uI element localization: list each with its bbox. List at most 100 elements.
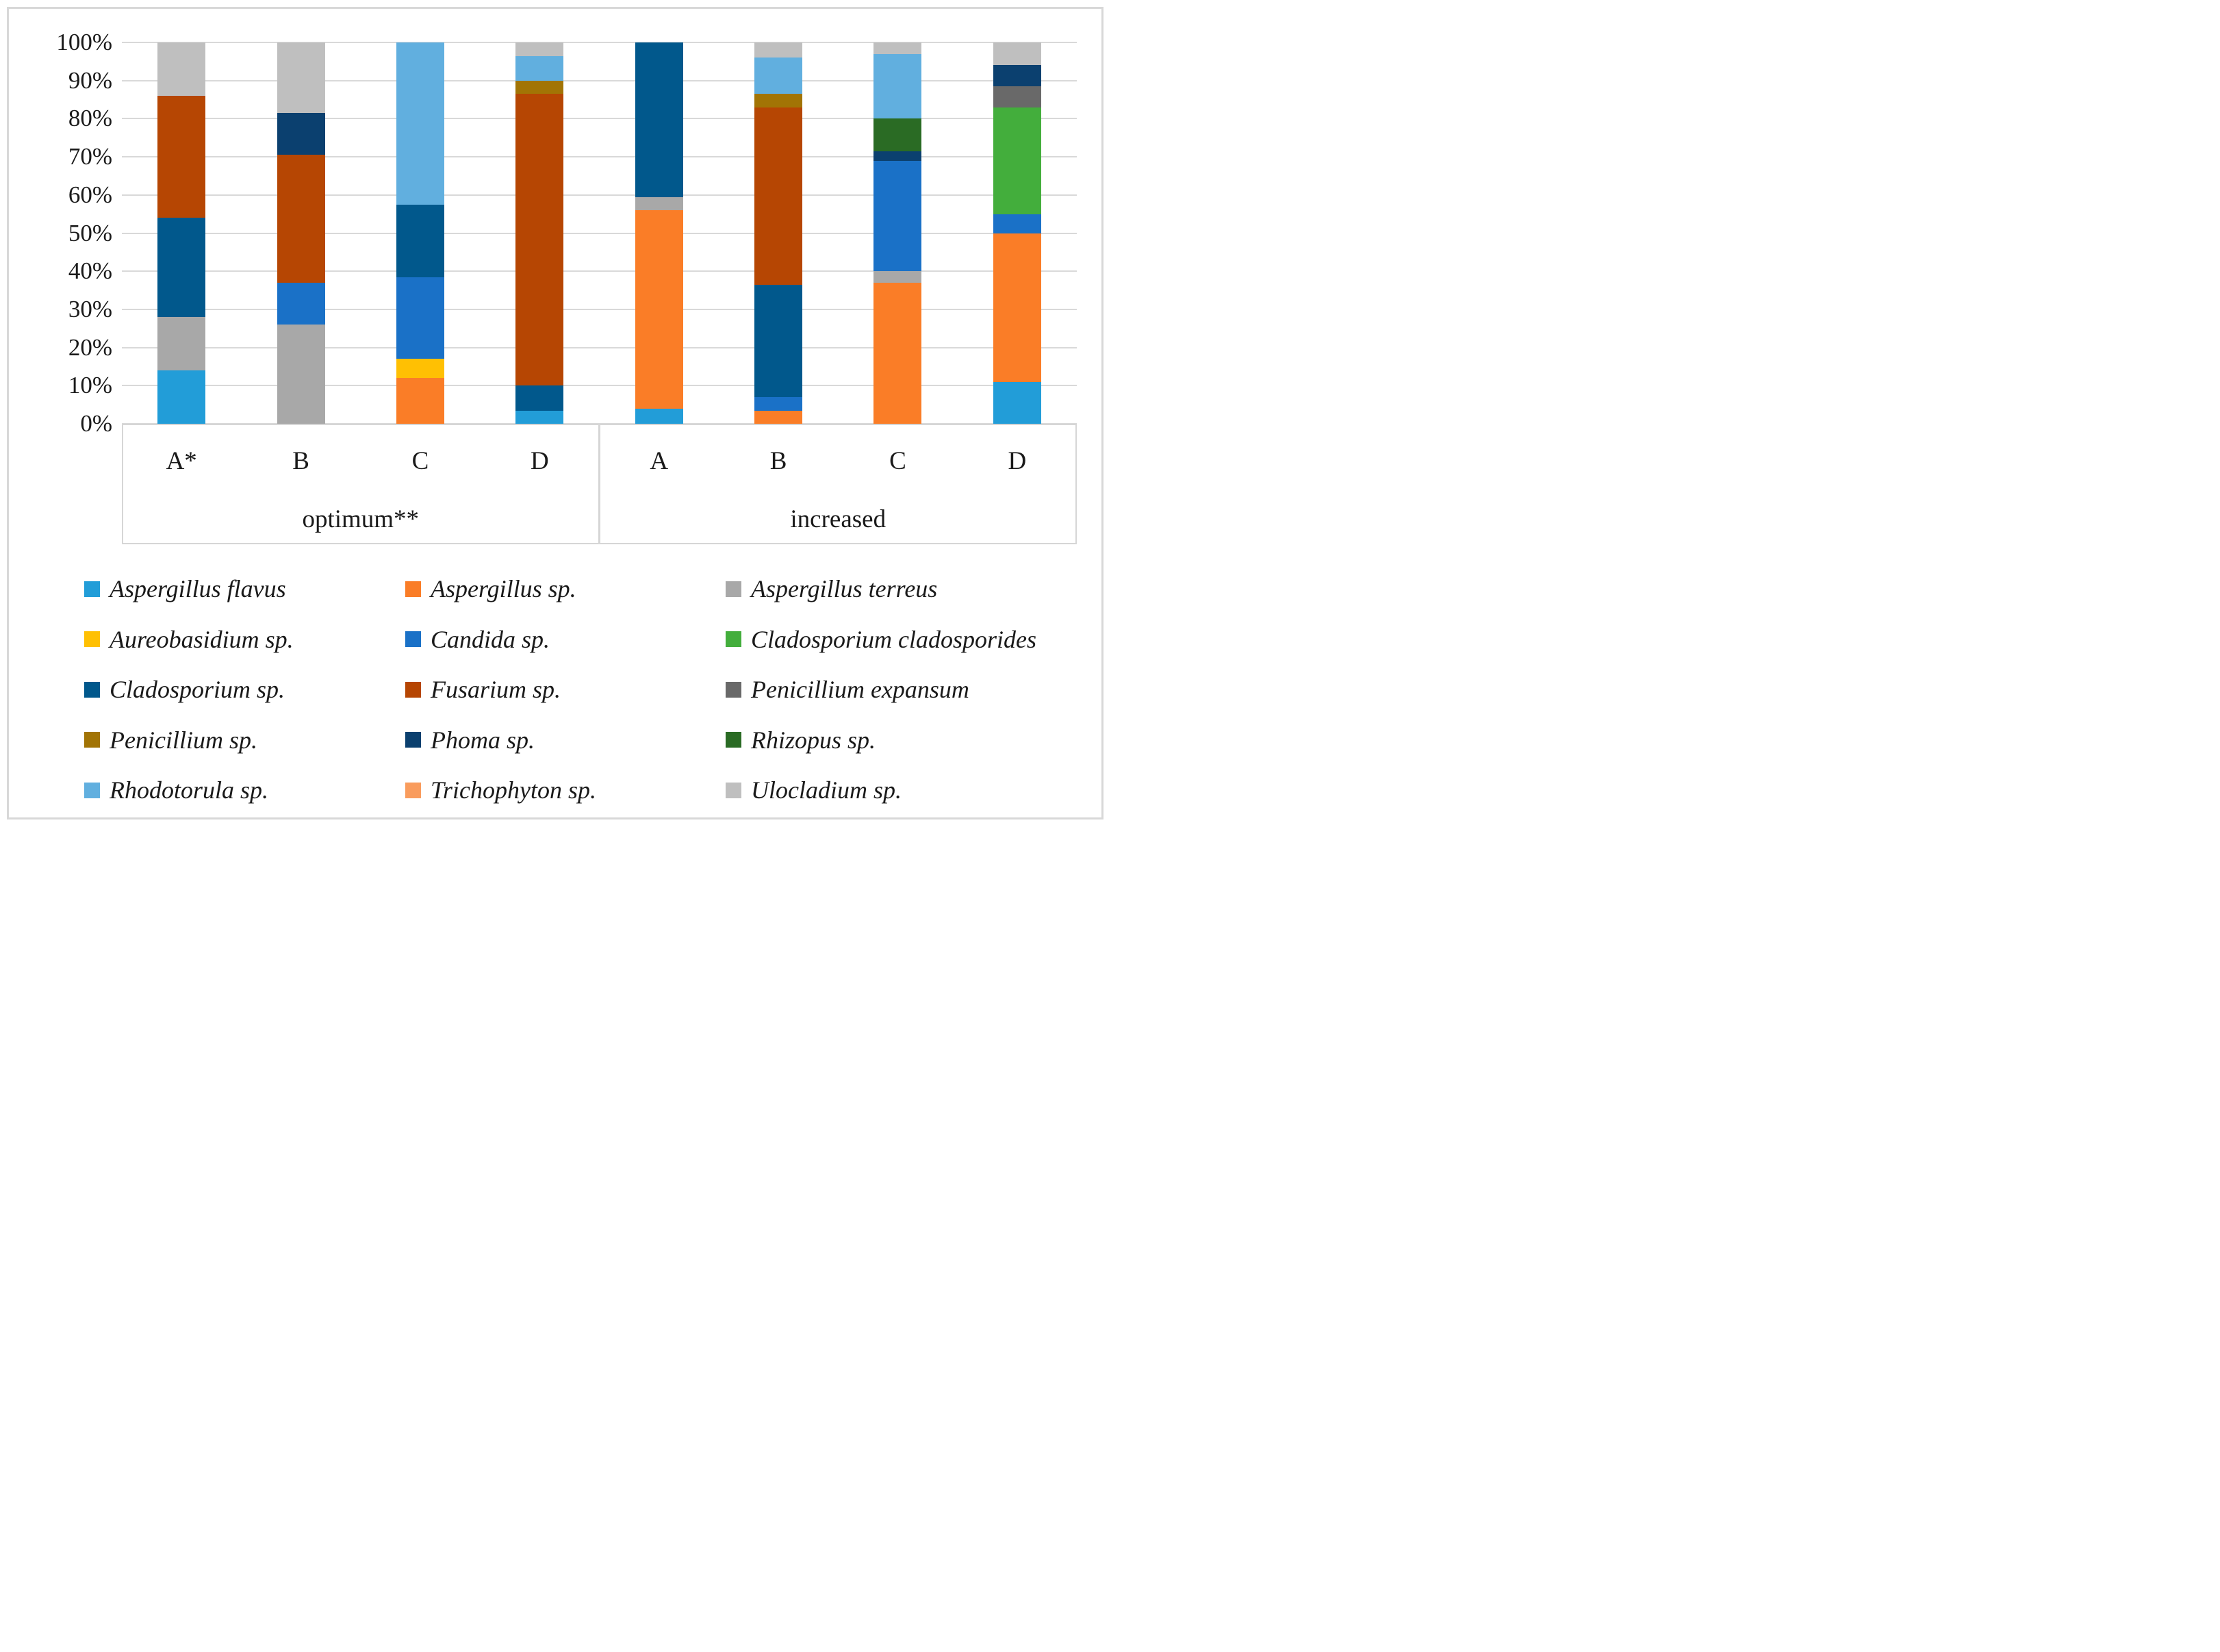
legend-swatch — [84, 631, 100, 647]
category-label: B — [769, 447, 787, 475]
legend-label: Penicillium expansum — [751, 676, 969, 703]
bar-segment — [873, 118, 922, 151]
bar-segment — [635, 210, 683, 409]
plot-area: 100% 90% 80% 70% 60% 50% 40% 30% 20% 10% 0% A* B C D A B… — [9, 9, 1101, 817]
bar-segment — [873, 151, 922, 161]
bar-segment — [157, 96, 206, 218]
legend-label: Phoma sp. — [431, 726, 535, 754]
legend-label: Aspergillus flavus — [110, 575, 286, 602]
y-axis-tick-label: 100% — [56, 29, 112, 55]
legend-item: Rhizopus sp. — [726, 726, 876, 754]
bar-segment — [993, 233, 1041, 382]
legend-item: Penicillium expansum — [726, 676, 969, 703]
bar-segment — [873, 271, 922, 283]
bar-segment — [277, 282, 325, 325]
bar-segment — [157, 218, 206, 318]
bar-segment — [515, 94, 564, 386]
category-label: C — [889, 447, 906, 475]
y-axis-tick-label: 10% — [68, 372, 112, 399]
bar-segment — [515, 385, 564, 411]
category-label: A* — [166, 447, 197, 475]
bar-segment — [515, 80, 564, 94]
category-label: D — [530, 447, 549, 475]
y-axis-tick-label: 20% — [68, 333, 112, 361]
legend-swatch — [726, 732, 741, 748]
stacked-bar-optimum-A — [157, 42, 206, 424]
category-label: B — [292, 447, 309, 475]
legend-swatch — [726, 782, 741, 798]
legend-label: Cladosporium cladosporides — [751, 625, 1037, 653]
bar-segment — [754, 397, 803, 411]
legend-swatch — [726, 581, 741, 597]
bar-segment — [277, 113, 325, 155]
legend-label: Ulocladium sp. — [751, 776, 902, 804]
legend-swatch — [405, 782, 421, 798]
legend-swatch — [726, 631, 741, 647]
y-axis-tick-label: 60% — [68, 181, 112, 208]
bar-segment — [396, 204, 444, 277]
legend-item: Candida sp. — [405, 626, 550, 653]
legend-item: Aspergillus flavus — [84, 575, 286, 602]
bar-segment — [754, 107, 803, 285]
legend-label: Rhizopus sp. — [751, 726, 876, 754]
gridline — [122, 232, 1077, 234]
chart-frame: 100% 90% 80% 70% 60% 50% 40% 30% 20% 10% 0% A* B C D A B… — [7, 7, 1103, 819]
gridline — [122, 308, 1077, 310]
legend-label: Candida sp. — [431, 625, 550, 653]
legend-item: Aureobasidium sp. — [84, 626, 294, 653]
bar-segment — [993, 214, 1041, 233]
legend-label: Fusarium sp. — [431, 676, 561, 703]
stacked-bar-optimum-D — [515, 42, 564, 424]
legend-item: Penicillium sp. — [84, 726, 257, 754]
legend-swatch — [405, 732, 421, 748]
bar-segment — [635, 408, 683, 424]
gridline — [122, 385, 1077, 387]
stacked-bar-increased-C — [873, 42, 922, 424]
legend-label: Aspergillus sp. — [431, 575, 576, 602]
category-label: A — [650, 447, 669, 475]
y-axis-tick-label: 50% — [68, 219, 112, 246]
gridline — [122, 156, 1077, 158]
bar-segment — [993, 65, 1041, 87]
bar-segment — [873, 160, 922, 272]
legend-swatch — [84, 581, 100, 597]
gridline — [122, 270, 1077, 272]
chart-canvas: 100% 90% 80% 70% 60% 50% 40% 30% 20% 10% 0% A* B C D A B… — [0, 0, 1110, 826]
legend-item: Trichophyton sp. — [405, 776, 596, 804]
bar-segment — [157, 370, 206, 424]
y-axis-tick-label: 70% — [68, 143, 112, 170]
gridline — [122, 194, 1077, 196]
category-label: D — [1008, 447, 1027, 475]
legend-label: Penicillium sp. — [110, 726, 257, 754]
legend-swatch — [405, 581, 421, 597]
legend-item: Fusarium sp. — [405, 676, 561, 703]
bar-segment — [754, 94, 803, 107]
y-axis-tick-label: 0% — [80, 410, 112, 437]
stacked-bar-increased-B — [754, 42, 803, 424]
legend-swatch — [726, 681, 741, 698]
legend-swatch — [405, 681, 421, 698]
legend-swatch — [84, 732, 100, 748]
group-label: increased — [790, 505, 886, 533]
y-axis-tick-label: 80% — [68, 105, 112, 132]
bar-segment — [754, 410, 803, 424]
legend-label: Aspergillus terreus — [751, 575, 938, 602]
y-axis-tick-label: 40% — [68, 257, 112, 285]
gridline — [122, 79, 1077, 81]
legend-swatch — [405, 631, 421, 647]
legend-label: Trichophyton sp. — [431, 776, 597, 804]
legend-item: Rhodotorula sp. — [84, 776, 268, 804]
bar-segment — [873, 53, 922, 119]
gridline — [122, 42, 1077, 43]
bar-segment — [754, 284, 803, 398]
bar-segment — [873, 282, 922, 424]
bar-segment — [754, 42, 803, 58]
bar-segment — [396, 378, 444, 424]
y-axis-tick-label: 90% — [68, 66, 112, 94]
bar-segment — [993, 42, 1041, 66]
bar-segment — [993, 107, 1041, 214]
bar-segment — [635, 42, 683, 197]
category-label: C — [411, 447, 429, 475]
stacked-bar-increased-D — [993, 42, 1041, 424]
bar-segment — [993, 86, 1041, 107]
